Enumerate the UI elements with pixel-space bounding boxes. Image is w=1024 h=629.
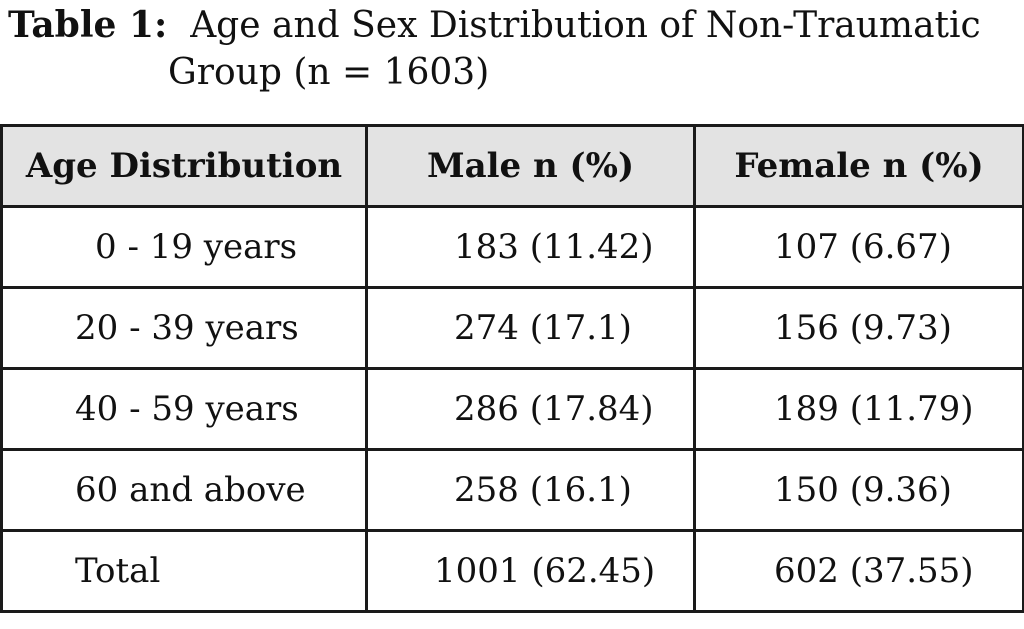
age-cell: 20 - 39 years bbox=[0, 286, 368, 370]
female-cell: 107 (6.67) bbox=[693, 205, 1024, 289]
caption-title-line-2: Group (n = 1603) bbox=[168, 52, 490, 93]
age-cell: 60 and above bbox=[0, 448, 368, 532]
female-cell: 150 (9.36) bbox=[693, 448, 1024, 532]
female-cell: 189 (11.79) bbox=[693, 367, 1024, 451]
age-cell: 0 - 19 years bbox=[0, 205, 368, 289]
table-row: 0 - 19 years 183 (11.42) 107 (6.67) bbox=[0, 205, 1024, 289]
total-label-cell: Total bbox=[0, 529, 368, 613]
female-cell: 156 (9.73) bbox=[693, 286, 1024, 370]
table-row: 60 and above 258 (16.1) 150 (9.36) bbox=[0, 448, 1024, 532]
male-cell: 258 (16.1) bbox=[365, 448, 696, 532]
caption-label: Table 1: bbox=[8, 4, 168, 46]
age-cell: 40 - 59 years bbox=[0, 367, 368, 451]
caption-title-line-1: Age and Sex Distribution of Non-Traumati… bbox=[190, 5, 981, 46]
table-total-row: Total 1001 (62.45) 602 (37.55) bbox=[0, 529, 1024, 613]
header-age-distribution: Age Distribution bbox=[0, 124, 368, 208]
male-total-cell: 1001 (62.45) bbox=[365, 529, 696, 613]
female-total-cell: 602 (37.55) bbox=[693, 529, 1024, 613]
table-caption: Table 1: Age and Sex Distribution of Non… bbox=[8, 0, 1018, 98]
age-sex-distribution-table: Age Distribution Male n (%) Female n (%)… bbox=[0, 124, 1024, 613]
male-cell: 183 (11.42) bbox=[365, 205, 696, 289]
table-header-row: Age Distribution Male n (%) Female n (%) bbox=[0, 124, 1024, 208]
caption-line-1: Table 1: Age and Sex Distribution of Non… bbox=[8, 0, 1018, 46]
header-female: Female n (%) bbox=[693, 124, 1024, 208]
male-cell: 286 (17.84) bbox=[365, 367, 696, 451]
male-cell: 274 (17.1) bbox=[365, 286, 696, 370]
table-row: 40 - 59 years 286 (17.84) 189 (11.79) bbox=[0, 367, 1024, 451]
header-male: Male n (%) bbox=[365, 124, 696, 208]
table-row: 20 - 39 years 274 (17.1) 156 (9.73) bbox=[0, 286, 1024, 370]
